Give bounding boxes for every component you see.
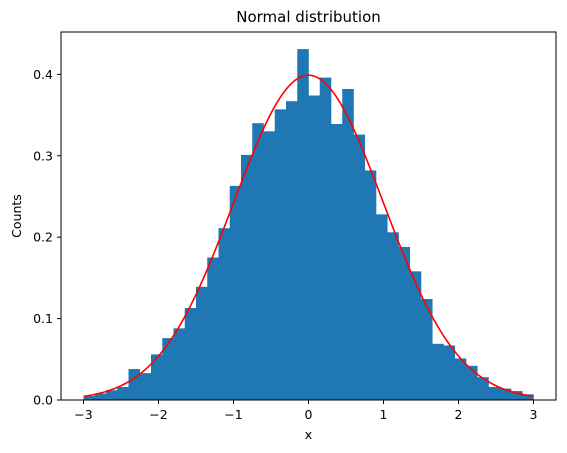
x-axis-ticks: −3 −2 −1 0 1 2 3 <box>74 400 537 422</box>
histogram-bar <box>342 88 354 401</box>
histogram-bar <box>409 271 422 400</box>
histogram-bar <box>499 388 512 400</box>
y-axis-ticks: 0.0 0.1 0.2 0.3 0.4 <box>33 67 61 408</box>
histogram-bar <box>376 214 388 400</box>
y-axis-label: Counts <box>9 194 24 238</box>
histogram-bar <box>398 246 411 400</box>
histogram-bar <box>83 395 96 400</box>
chart-title: Normal distribution <box>236 8 381 26</box>
histogram-bar <box>184 308 197 400</box>
y-tick-label: 0.0 <box>33 393 53 408</box>
x-tick-label: −2 <box>149 407 167 422</box>
histogram-bar <box>454 358 467 400</box>
histogram-bar <box>162 338 174 400</box>
histogram-bar <box>229 185 242 400</box>
histogram-bar <box>466 365 478 400</box>
histogram-bar <box>477 377 489 400</box>
histogram-bar <box>319 77 332 400</box>
x-tick-label: 1 <box>380 407 388 422</box>
y-tick-label: 0.1 <box>33 311 53 326</box>
histogram-bar <box>432 343 444 400</box>
histogram-bar <box>263 131 276 400</box>
histogram-bar <box>511 391 523 400</box>
x-tick-label: 2 <box>455 407 463 422</box>
histogram-bar <box>421 299 433 400</box>
y-tick-label: 0.4 <box>33 67 53 82</box>
histogram-bar <box>117 386 129 400</box>
histogram-bar <box>173 328 186 400</box>
histogram-bar <box>308 95 321 400</box>
histogram-bar <box>286 101 298 400</box>
histogram-bar <box>364 170 377 400</box>
x-tick-label: 0 <box>305 407 313 422</box>
histogram-bar <box>106 390 118 400</box>
histogram-bar <box>488 386 501 400</box>
histogram-bar <box>218 228 231 400</box>
normal-pdf-curve <box>83 74 534 398</box>
x-tick-label: −3 <box>74 407 92 422</box>
histogram-bar <box>274 109 287 400</box>
histogram-bars <box>83 49 534 401</box>
histogram-bar <box>139 373 152 400</box>
histogram-bar <box>331 124 343 400</box>
histogram-bar <box>151 354 163 400</box>
histogram-bar <box>443 345 456 400</box>
histogram-bar <box>297 49 309 400</box>
y-tick-label: 0.2 <box>33 230 53 245</box>
x-axis-label: x <box>305 427 312 442</box>
y-tick-label: 0.3 <box>33 148 53 163</box>
histogram-bar <box>128 369 141 400</box>
histogram-bar <box>252 123 264 400</box>
x-tick-label: 3 <box>530 407 538 422</box>
histogram-bar <box>387 232 399 400</box>
histogram-bar <box>522 394 534 400</box>
histogram-bar <box>353 134 366 400</box>
x-tick-label: −1 <box>224 407 242 422</box>
histogram-bar <box>94 393 107 400</box>
histogram-bar <box>207 257 219 400</box>
histogram-bar <box>196 286 208 400</box>
histogram-bar <box>241 154 253 400</box>
